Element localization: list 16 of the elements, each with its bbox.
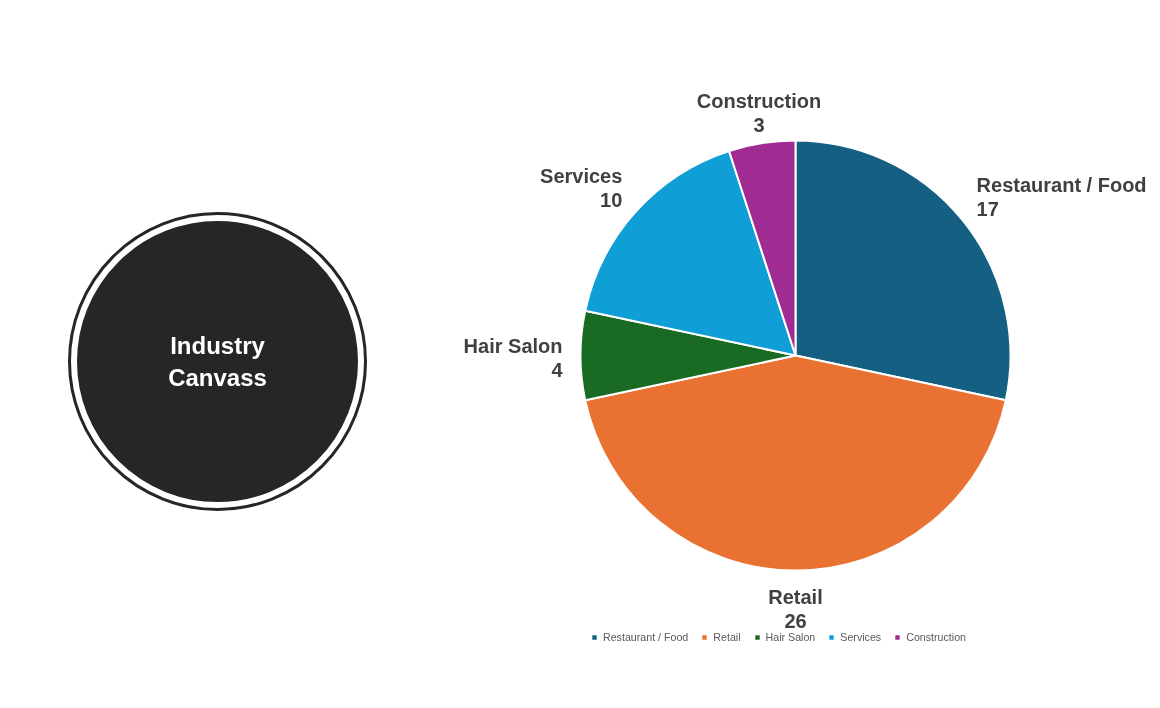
data-label: 10 xyxy=(600,188,623,211)
legend-label: Construction xyxy=(906,631,967,643)
slice-label: Hair Salon xyxy=(463,334,563,357)
legend-label: Restaurant / Food xyxy=(603,631,689,643)
data-label: 17 xyxy=(976,197,999,220)
data-label: 26 xyxy=(784,609,807,632)
data-label: 4 xyxy=(551,358,564,381)
slice-label: Restaurant / Food xyxy=(976,173,1147,196)
slice-label: Retail xyxy=(768,585,823,608)
legend-label: Hair Salon xyxy=(765,631,816,643)
legend-label: Services xyxy=(840,631,882,643)
legend-label: Retail xyxy=(713,631,741,643)
data-label: 3 xyxy=(753,114,765,137)
text: Industry Canvass xyxy=(168,331,267,392)
slice-label: Services xyxy=(540,164,623,187)
slice-label: Construction xyxy=(696,90,822,113)
